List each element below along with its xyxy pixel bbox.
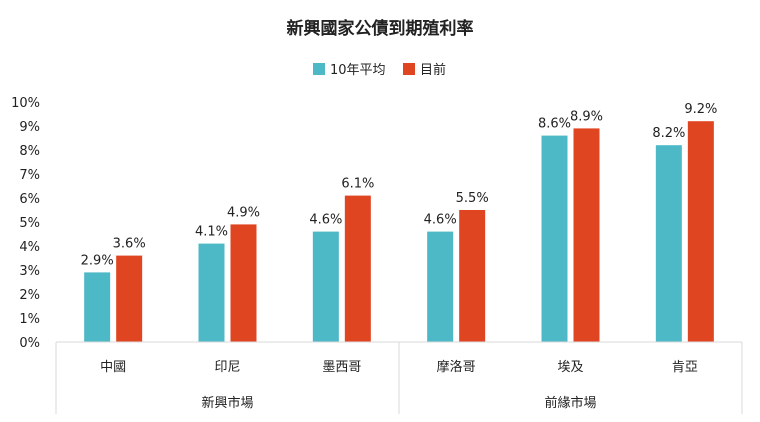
y-tick-label: 2% [19,288,40,303]
data-label: 6.1% [341,177,374,192]
y-tick-label: 5% [19,216,40,231]
data-label: 4.1% [195,225,228,240]
data-label: 4.6% [309,213,342,228]
y-tick-label: 8% [19,144,40,159]
bar-10yr-average [312,231,339,342]
bars [84,121,714,342]
data-label: 2.9% [81,253,114,268]
bar-10yr-average [84,272,111,342]
bar-current [230,224,257,342]
bar-current [344,195,371,342]
chart-title: 新興國家公債到期殖利率 [287,18,474,39]
category-label: 埃及 [557,360,583,375]
category-label: 中國 [100,360,126,375]
bar-current [459,210,486,342]
bar-10yr-average [198,243,225,342]
category-label: 印尼 [214,360,240,375]
y-tick-label: 3% [19,264,40,279]
y-axis: 0% 1% 2% 3% 4% 5% 6% 7% 8% 9% 10% [11,96,40,351]
bar-10yr-average [541,135,568,342]
bar-current [573,128,600,342]
category-label: 墨西哥 [322,360,361,375]
data-label: 8.6% [538,117,571,132]
data-label: 4.9% [227,205,260,220]
legend-label-10yr-average: 10年平均 [330,63,386,78]
bar-10yr-average [655,145,682,342]
bar-current [116,255,143,342]
data-label: 5.5% [456,191,489,206]
legend-swatch-current [403,63,415,75]
data-label: 4.6% [424,213,457,228]
data-label: 8.2% [652,126,685,141]
bar-current [687,121,714,342]
legend: 10年平均 目前 [313,62,446,78]
y-tick-label: 10% [11,96,40,111]
data-labels: 2.9%3.6% 4.1% 4.9% 4.6% 6.1% 4.6% 5.5% 8.6%8.9%… [81,102,718,268]
group-label: 前緣市場 [544,395,596,411]
y-tick-label: 1% [19,312,40,327]
data-label: 8.9% [570,109,603,124]
category-label: 肯亞 [672,360,698,375]
data-label: 9.2% [684,102,717,117]
y-tick-label: 4% [19,240,40,255]
y-tick-label: 6% [19,192,40,207]
data-label: 3.6% [113,237,146,252]
y-tick-label: 7% [19,168,40,183]
y-tick-label: 0% [19,336,40,351]
y-tick-label: 9% [19,120,40,135]
legend-swatch-10yr-average [313,63,325,75]
group-label: 新興市場 [201,395,253,411]
category-label: 摩洛哥 [437,359,476,375]
legend-label-current: 目前 [420,62,446,78]
bar-10yr-average [427,231,454,342]
